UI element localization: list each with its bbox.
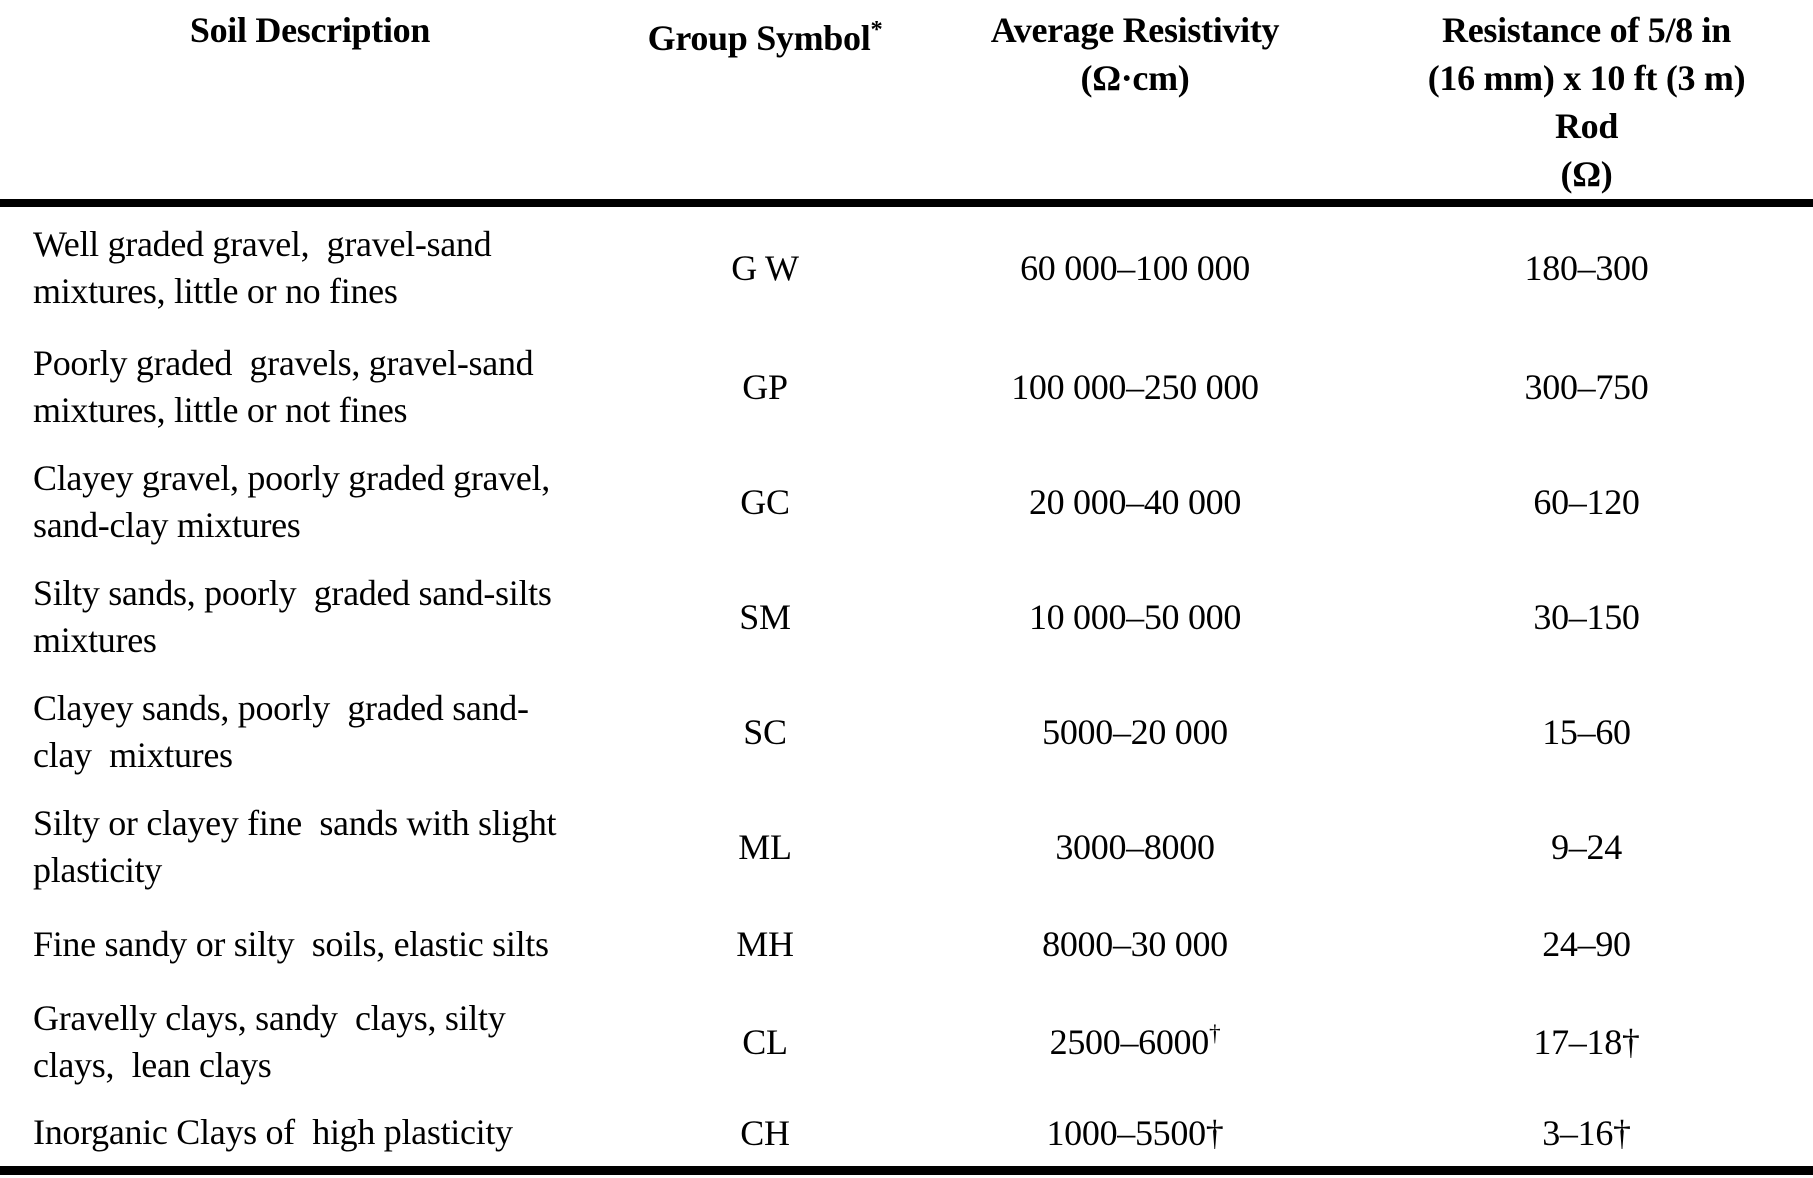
header-group-symbol-footnote-marker: * (870, 16, 883, 43)
group-symbol: SC (743, 711, 787, 752)
rod-resistance: 30–150 (1533, 596, 1640, 637)
rod-resistance: 24–90 (1542, 924, 1631, 964)
resistivity-value: 20 000–40 000 (1028, 481, 1242, 522)
header-rod-resistance-line1: Resistance of 5/8 in (1442, 10, 1731, 50)
soil-description: Well graded gravel, gravel-sand mixtures… (33, 224, 492, 311)
header-group-symbol-text: Group Symbol (647, 18, 871, 58)
soil-description: Inorganic Clays of high plasticity (33, 1112, 513, 1152)
table-header-row: Soil Description Group Symbol* Average R… (0, 0, 1813, 199)
table-row-gw: Well graded gravel, gravel-sand mixtures… (0, 207, 1813, 329)
header-average-resistivity: Average Resistivity (Ω·cm) (910, 6, 1360, 102)
table-row-mh: Fine sandy or silty soils, elastic silts… (0, 904, 1813, 984)
average-resistivity: 5000–20 000 (910, 711, 1360, 753)
table-row-gp: Poorly graded gravels, gravel-sand mixtu… (0, 329, 1813, 444)
header-soil-description: Soil Description (189, 10, 431, 50)
table-row-ch: Inorganic Clays of high plasticity CH 10… (0, 1099, 1813, 1166)
header-rod-resistance-units: (Ω) (1560, 154, 1613, 194)
group-symbol: MH (736, 924, 794, 964)
group-symbol: G W (731, 248, 799, 288)
rod-resistance: 180–300 (1524, 248, 1649, 288)
header-average-resistivity-line1: Average Resistivity (990, 10, 1280, 50)
resistivity-value: 10 000–50 000 (1028, 596, 1242, 637)
rod-resistance: 60–120 (1533, 481, 1640, 522)
table-row-sc: Clayey sands, poorly graded sand- clay m… (0, 674, 1813, 789)
rod-resistance: 3–16† (1542, 1112, 1631, 1153)
soil-description: Silty sands, poorly graded sand-silts mi… (33, 572, 552, 660)
group-symbol: SM (739, 596, 791, 637)
soil-description: Clayey sands, poorly graded sand- clay m… (33, 687, 529, 775)
soil-description: Poorly graded gravels, gravel-sand mixtu… (33, 342, 534, 430)
average-resistivity: 8000–30 000 (910, 923, 1360, 965)
soil-description: Gravelly clays, sandy clays, silty clays… (33, 997, 506, 1085)
table-bottom-rule (0, 1166, 1813, 1175)
table-row-sm: Silty sands, poorly graded sand-silts mi… (0, 559, 1813, 674)
resistivity-value: 3000–8000 (1055, 826, 1215, 867)
header-divider-rule (0, 199, 1813, 207)
resistivity-value: 60 000–100 000 (1020, 248, 1250, 288)
average-resistivity: 1000–5500† (910, 1112, 1360, 1154)
table-row-cl: Gravelly clays, sandy clays, silty clays… (0, 984, 1813, 1099)
header-group-symbol: Group Symbol* (620, 6, 910, 62)
average-resistivity: 60 000–100 000 (910, 247, 1360, 289)
group-symbol: CL (742, 1021, 788, 1062)
resistivity-value: 2500–6000 (1049, 1021, 1210, 1062)
average-resistivity: 100 000–250 000 (910, 366, 1360, 408)
average-resistivity: 20 000–40 000 (910, 481, 1360, 523)
header-average-resistivity-units: (Ω·cm) (1080, 58, 1190, 98)
header-rod-resistance-line2: (16 mm) x 10 ft (3 m) (1427, 58, 1746, 98)
rod-resistance: 17–18† (1533, 1021, 1640, 1062)
rod-resistance: 15–60 (1542, 711, 1631, 752)
header-rod-resistance-line3: Rod (1554, 106, 1619, 146)
average-resistivity: 2500–6000† (910, 1021, 1360, 1063)
group-symbol: GP (742, 366, 788, 407)
resistivity-value: 100 000–250 000 (1011, 366, 1259, 407)
soil-description: Silty or clayey fine sands with slight p… (33, 802, 557, 890)
soil-description: Fine sandy or silty soils, elastic silts (33, 923, 549, 964)
rod-resistance: 300–750 (1524, 366, 1649, 407)
resistivity-footnote-marker: † (1208, 1020, 1221, 1047)
table-row-ml: Silty or clayey fine sands with slight p… (0, 789, 1813, 904)
average-resistivity: 3000–8000 (910, 826, 1360, 868)
soil-description: Clayey gravel, poorly graded gravel, san… (33, 457, 551, 545)
group-symbol: ML (738, 826, 792, 867)
resistivity-value: 8000–30 000 (1042, 924, 1228, 964)
resistivity-value: 1000–5500† (1046, 1112, 1224, 1153)
header-rod-resistance: Resistance of 5/8 in (16 mm) x 10 ft (3 … (1360, 6, 1813, 198)
resistivity-value: 5000–20 000 (1042, 711, 1228, 752)
table-row-gc: Clayey gravel, poorly graded gravel, san… (0, 444, 1813, 559)
group-symbol: CH (740, 1112, 790, 1153)
group-symbol: GC (740, 481, 790, 522)
rod-resistance: 9–24 (1551, 826, 1622, 867)
average-resistivity: 10 000–50 000 (910, 596, 1360, 638)
